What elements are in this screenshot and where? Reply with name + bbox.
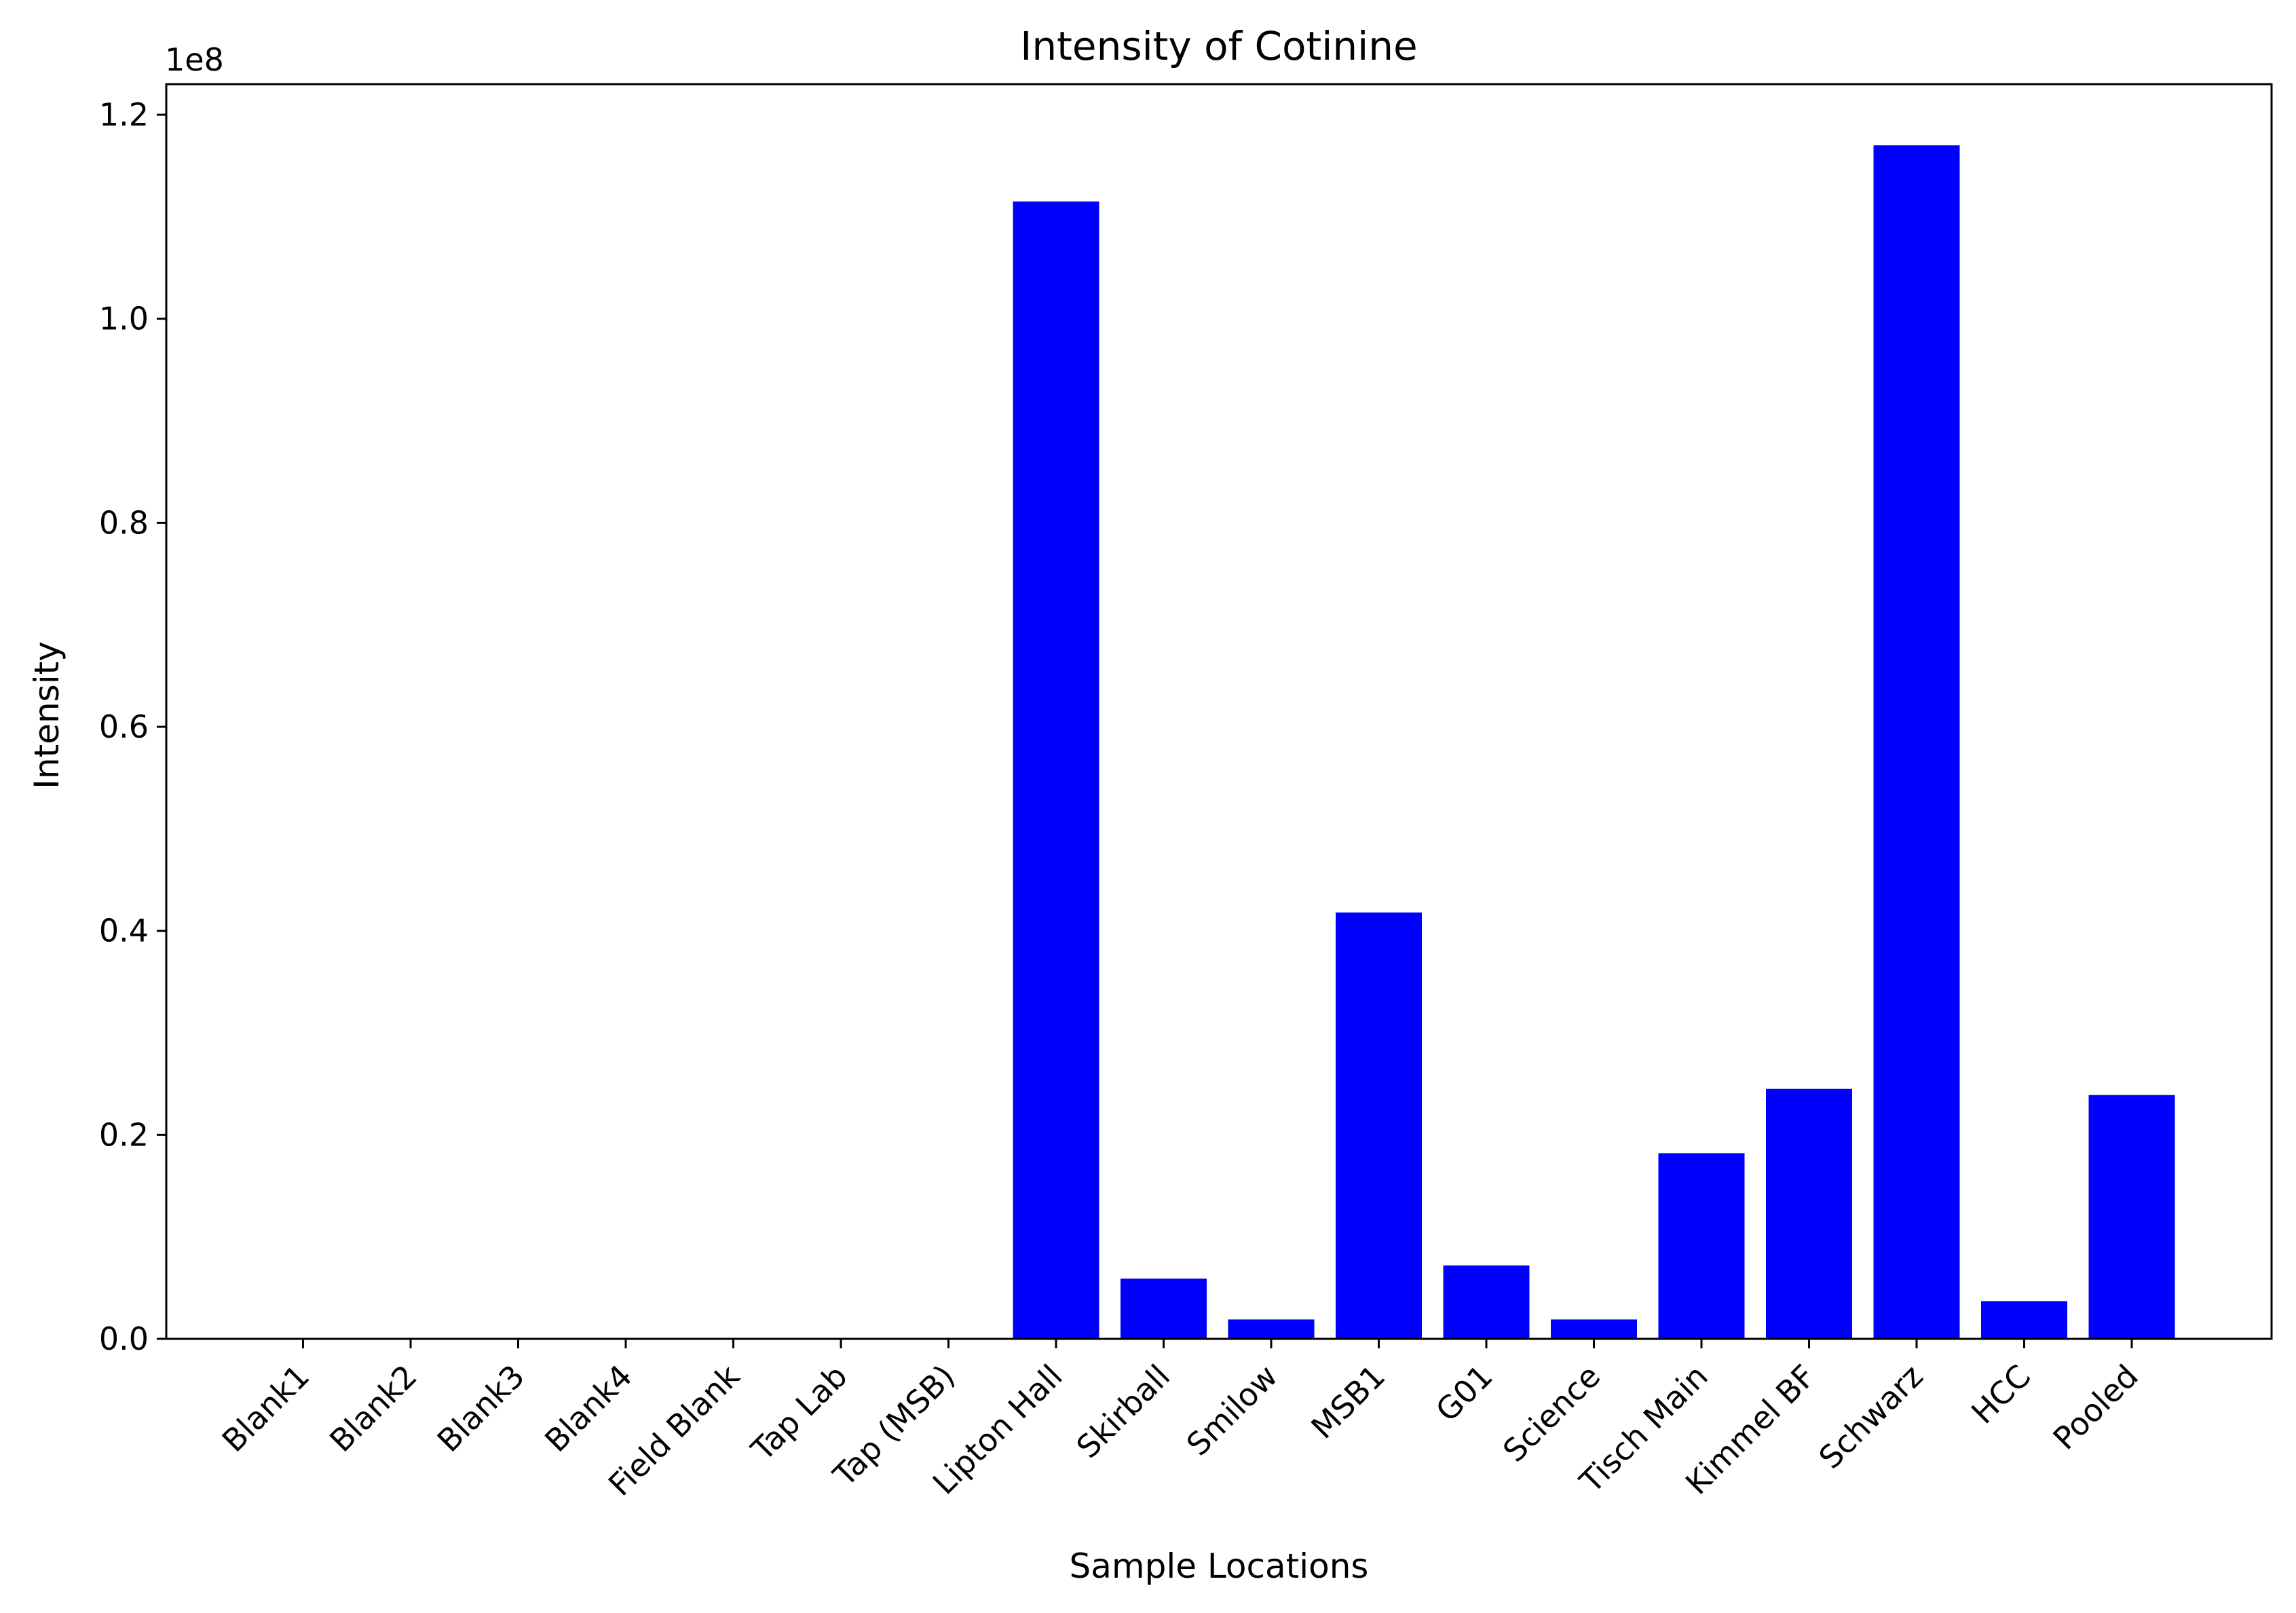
- plot-frame: [165, 83, 2273, 1340]
- y-tick-label: 0.4: [99, 913, 149, 949]
- y-tick-label: 0.2: [99, 1116, 149, 1153]
- x-tick-label: Tap Lab: [744, 1358, 854, 1468]
- x-tick-label: Smilow: [1180, 1358, 1285, 1463]
- x-tick-label: Blank3: [430, 1358, 532, 1460]
- x-tick-label: Skirball: [1070, 1358, 1178, 1466]
- y-tick-label: 0.6: [99, 708, 149, 745]
- bar-schwarz: [1873, 145, 1960, 1340]
- x-tick-label: G01: [1429, 1358, 1500, 1429]
- chart-title: Intensity of Cotinine: [1020, 23, 1417, 69]
- x-tick-label: Schwarz: [1811, 1358, 1930, 1476]
- y-tick-label: 0.0: [99, 1321, 149, 1357]
- bar-skirball: [1121, 1278, 1207, 1339]
- bar-lipton-hall: [1013, 201, 1099, 1339]
- bar-hcc: [1981, 1301, 2067, 1339]
- x-axis-label: Sample Locations: [1070, 1546, 1369, 1586]
- y-axis-label: Intensity: [27, 641, 67, 789]
- bars-layer: [1013, 145, 2175, 1340]
- x-tick-label: Blank2: [322, 1358, 424, 1460]
- bar-msb1: [1336, 912, 1422, 1339]
- x-tick-label: HCC: [1964, 1358, 2037, 1431]
- x-tick-label: Science: [1496, 1358, 1607, 1469]
- y-tick-label: 1.0: [99, 301, 149, 337]
- bar-tisch-main: [1658, 1153, 1745, 1339]
- bar-science: [1551, 1319, 1637, 1339]
- bar-smilow: [1228, 1319, 1315, 1339]
- bar-g01: [1443, 1265, 1530, 1339]
- y-offset-label: 1e8: [165, 41, 224, 78]
- y-tick-label: 0.8: [99, 504, 149, 541]
- y-tick-label: 1.2: [99, 96, 149, 133]
- bar-pooled: [2088, 1095, 2175, 1339]
- x-tick-label: MSB1: [1304, 1358, 1392, 1446]
- x-tick-label: Pooled: [2046, 1358, 2145, 1457]
- bar-kimmel-bf: [1766, 1088, 1852, 1339]
- x-tick-label: Blank1: [215, 1358, 317, 1460]
- x-tick-label: Blank4: [538, 1358, 639, 1460]
